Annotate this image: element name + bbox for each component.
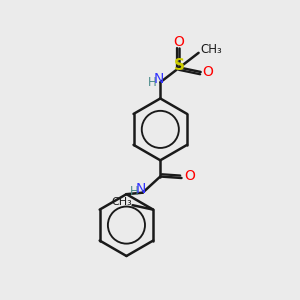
Text: N: N [153,72,164,86]
Text: O: O [173,35,184,49]
Text: H: H [130,185,139,198]
Text: O: O [202,65,213,79]
Text: H: H [148,76,156,89]
Text: CH₃: CH₃ [200,43,222,56]
Text: S: S [174,58,185,73]
Text: N: N [136,182,146,196]
Text: O: O [184,169,195,184]
Text: CH₃: CH₃ [111,197,132,207]
